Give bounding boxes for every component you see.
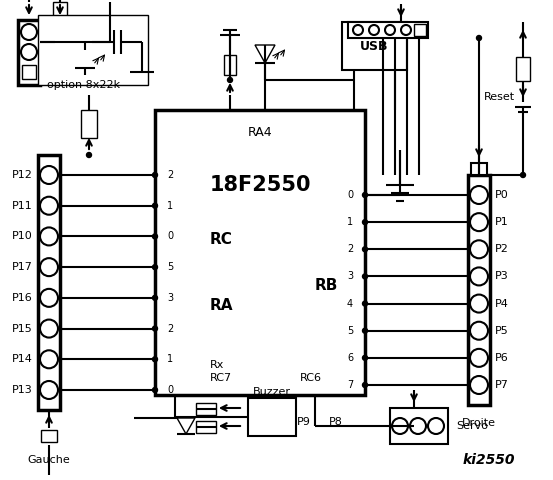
Circle shape [227, 77, 232, 83]
Text: Rx: Rx [210, 360, 225, 370]
Bar [468, 175, 490, 405]
Text: 0: 0 [347, 190, 353, 200]
Text: RA: RA [210, 298, 233, 312]
Text: RC7: RC7 [210, 373, 232, 383]
Text: P11: P11 [12, 201, 33, 211]
Text: Servo: Servo [456, 421, 488, 431]
Text: P4: P4 [495, 299, 509, 309]
Circle shape [153, 203, 158, 208]
Circle shape [153, 326, 158, 331]
Circle shape [520, 172, 525, 178]
Text: Buzzer: Buzzer [253, 387, 291, 397]
Circle shape [153, 172, 158, 178]
Circle shape [153, 234, 158, 239]
Text: 2: 2 [167, 324, 173, 334]
Text: P17: P17 [12, 262, 33, 272]
Circle shape [363, 301, 368, 306]
Text: P13: P13 [12, 385, 33, 395]
Text: P2: P2 [495, 244, 509, 254]
Bar [342, 22, 407, 70]
Bar [41, 430, 57, 442]
Text: ki2550: ki2550 [462, 453, 515, 467]
Text: RC: RC [210, 232, 233, 248]
Text: P6: P6 [495, 353, 509, 363]
Text: P10: P10 [12, 231, 33, 241]
Circle shape [363, 220, 368, 225]
Bar [414, 24, 426, 36]
Text: P16: P16 [12, 293, 33, 303]
Text: 1: 1 [167, 354, 173, 364]
Text: RA4: RA4 [248, 125, 272, 139]
Circle shape [153, 357, 158, 362]
Text: RB: RB [315, 277, 338, 292]
Circle shape [363, 247, 368, 252]
Bar [81, 110, 97, 138]
Bar [38, 15, 148, 85]
Text: 6: 6 [347, 353, 353, 363]
Text: RC6: RC6 [300, 373, 322, 383]
Circle shape [363, 328, 368, 333]
Bar [348, 22, 428, 38]
Text: 0: 0 [167, 231, 173, 241]
Circle shape [363, 274, 368, 279]
Circle shape [363, 383, 368, 387]
Text: option 8x22k: option 8x22k [48, 80, 121, 90]
Circle shape [363, 355, 368, 360]
Bar [196, 403, 216, 415]
Bar [196, 421, 216, 433]
Text: 2: 2 [167, 170, 173, 180]
Text: P0: P0 [495, 190, 509, 200]
Text: 1: 1 [347, 217, 353, 227]
Text: P9: P9 [297, 417, 311, 427]
Text: 3: 3 [347, 271, 353, 281]
Text: 3: 3 [167, 293, 173, 303]
Text: P5: P5 [495, 326, 509, 336]
Text: USB: USB [360, 39, 389, 52]
Text: 0: 0 [167, 385, 173, 395]
Circle shape [477, 36, 482, 40]
Text: 1: 1 [167, 201, 173, 211]
Circle shape [363, 192, 368, 197]
Bar [18, 20, 40, 85]
Text: 7: 7 [347, 380, 353, 390]
Text: 5: 5 [167, 262, 173, 272]
Circle shape [86, 153, 91, 157]
Circle shape [153, 264, 158, 270]
Bar [471, 163, 487, 175]
Bar [224, 55, 236, 75]
Text: Gauche: Gauche [28, 455, 70, 465]
Text: 18F2550: 18F2550 [209, 175, 311, 195]
Bar [38, 155, 60, 410]
Bar [516, 57, 530, 81]
Circle shape [153, 295, 158, 300]
Text: P15: P15 [12, 324, 33, 334]
Text: P12: P12 [12, 170, 33, 180]
Bar [22, 65, 36, 79]
Bar [248, 398, 296, 436]
Text: P1: P1 [495, 217, 509, 227]
Text: Droite: Droite [462, 418, 496, 428]
Circle shape [153, 387, 158, 393]
Bar [390, 408, 448, 444]
Text: P14: P14 [12, 354, 33, 364]
Text: 2: 2 [347, 244, 353, 254]
Text: 5: 5 [347, 326, 353, 336]
Text: P8: P8 [329, 417, 343, 427]
Text: Reset: Reset [484, 92, 515, 102]
Text: P7: P7 [495, 380, 509, 390]
Bar [53, 2, 67, 24]
Text: P3: P3 [495, 271, 509, 281]
Text: 4: 4 [347, 299, 353, 309]
Bar [155, 110, 365, 395]
